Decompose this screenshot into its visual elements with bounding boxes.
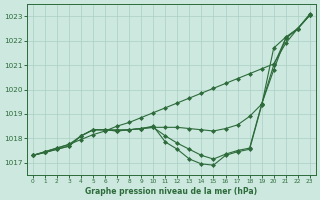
X-axis label: Graphe pression niveau de la mer (hPa): Graphe pression niveau de la mer (hPa) bbox=[85, 187, 257, 196]
